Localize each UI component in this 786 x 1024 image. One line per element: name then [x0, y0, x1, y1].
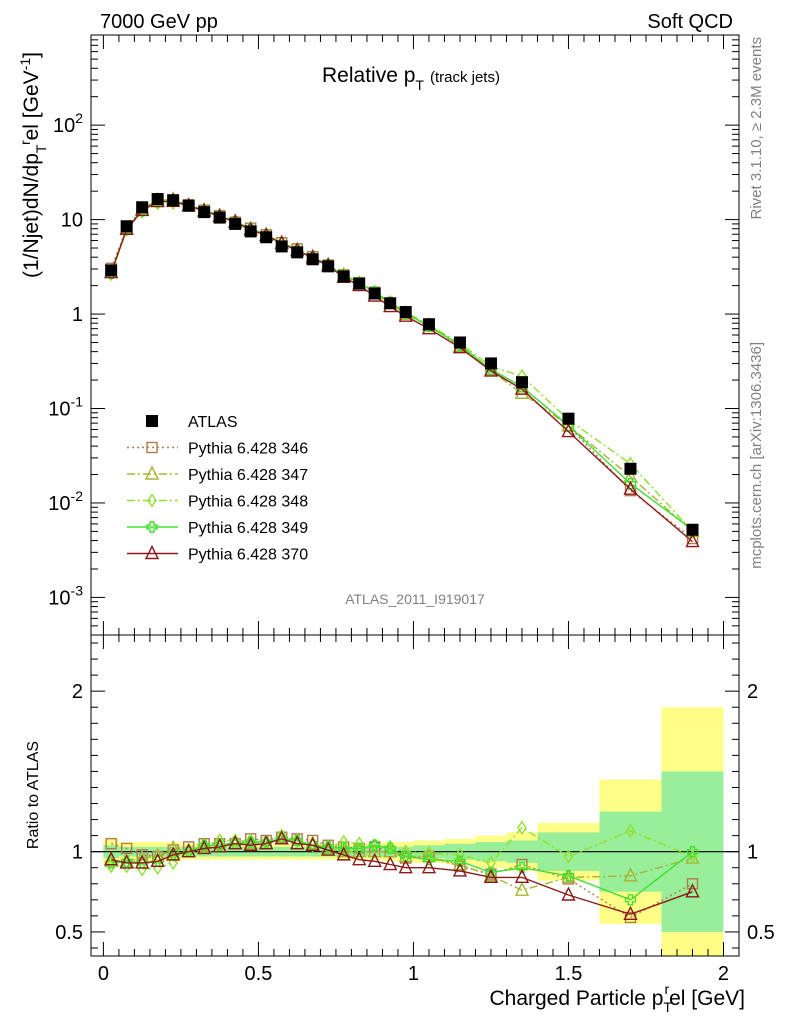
main-panel: 10-3 10-2 10-1 1 10 102 Relative pT (track jet…	[17, 35, 739, 635]
ratio-y-tick-label: 0.5	[55, 922, 83, 944]
y-tick-label: 102	[53, 110, 83, 137]
legend-item: Pythia 6.428 348	[127, 494, 308, 511]
legend-label: Pythia 6.428 348	[188, 494, 308, 511]
header-right: Soft QCD	[647, 11, 733, 33]
data-point	[136, 201, 148, 213]
legend: ATLAS Pythia 6.428 346 Pythia 6.428 347 Pyt…	[127, 414, 308, 564]
data-point	[198, 206, 210, 218]
data-point	[121, 220, 133, 232]
data-point	[105, 264, 117, 276]
main-title-sub: T	[415, 77, 424, 93]
data-point	[307, 253, 319, 265]
legend-label: Pythia 6.428 349	[188, 520, 308, 537]
y-tick-label: 1	[72, 304, 83, 326]
data-point	[624, 463, 636, 475]
legend-item: Pythia 6.428 349	[127, 520, 308, 537]
data-point	[353, 278, 365, 290]
legend-marker	[146, 415, 158, 427]
series-2	[105, 193, 698, 537]
series-1	[106, 195, 697, 544]
chart-figure: 7000 GeV pp Soft QCD Rivet 3.1.10, ≥ 2.3…	[0, 0, 786, 1024]
data-point	[686, 524, 698, 536]
side-text-bottom: mcplots.cern.ch [arXiv:1306.3436]	[748, 342, 765, 569]
data-point	[454, 336, 466, 348]
ratio-y-tick-label: 2	[72, 681, 83, 703]
data-point	[167, 194, 179, 206]
data-point	[322, 260, 334, 272]
data-point	[183, 200, 195, 212]
series-line	[111, 201, 692, 541]
x-tick-label: 2	[718, 963, 729, 985]
x-tick-label: 0	[98, 963, 109, 985]
data-point	[229, 218, 241, 230]
legend-item: Pythia 6.428 346	[127, 441, 308, 458]
legend-label: ATLAS	[188, 414, 238, 431]
ratio-xlabel: Charged Particle pTrel [GeV]	[489, 981, 745, 1015]
legend-item: ATLAS	[146, 414, 238, 431]
main-ylabel: (1/Njet)dN/dpTrel [GeV-1]	[17, 52, 49, 278]
x-tick-label: 1	[408, 963, 419, 985]
ratio-y-tick-label-right: 1	[747, 842, 758, 864]
ratio-ylabel: Ratio to ATLAS	[25, 741, 42, 849]
ratio-y-tick-label-right: 2	[747, 681, 758, 703]
header-left: 7000 GeV pp	[100, 11, 218, 33]
legend-label: Pythia 6.428 346	[188, 441, 308, 458]
data-point	[369, 288, 381, 300]
ratio-y-tick-label-right: 0.5	[747, 922, 775, 944]
main-title-text: Relative p	[322, 64, 415, 87]
x-tick-label: 1.5	[555, 963, 583, 985]
series-line	[111, 200, 692, 539]
y-tick-label: 10-1	[48, 394, 83, 421]
series-3	[107, 197, 696, 537]
data-point	[291, 246, 303, 258]
legend-marker	[146, 547, 158, 559]
data-point	[245, 225, 257, 237]
ratio-y-tick-label: 1	[72, 842, 83, 864]
data-point	[338, 270, 350, 282]
series-atlas	[105, 193, 698, 536]
data-point	[516, 376, 528, 388]
watermark: ATLAS_2011_I919017	[345, 591, 485, 607]
main-title-note: (track jets)	[430, 69, 500, 86]
series-4	[106, 196, 697, 534]
data-point	[485, 357, 497, 369]
data-point	[384, 297, 396, 309]
data-point	[276, 240, 288, 252]
y-tick-label: 10-2	[48, 488, 83, 515]
data-point	[423, 318, 435, 330]
main-frame	[91, 35, 739, 635]
legend-marker	[146, 467, 158, 479]
y-tick-label: 10	[61, 210, 83, 232]
ratio-xlabel-tail: el [GeV]	[669, 987, 745, 1010]
data-point	[152, 193, 164, 205]
y-tick-label: 10-3	[48, 582, 83, 609]
legend-item: Pythia 6.428 347	[127, 467, 308, 484]
data-point	[214, 212, 226, 224]
x-tick-label: 0.5	[245, 963, 273, 985]
data-point	[260, 231, 272, 243]
side-text-top: Rivet 3.1.10, ≥ 2.3M events	[748, 37, 765, 220]
main-title: Relative pT (track jets)	[322, 64, 500, 93]
legend-label: Pythia 6.428 370	[188, 547, 308, 564]
legend-item: Pythia 6.428 370	[127, 547, 308, 564]
ratio-panel: 0.5 0.5 1 1 2 2 0 0.5 1 1.5 2 Ratio to ATLAS Charg…	[25, 635, 775, 1015]
data-point	[562, 413, 574, 425]
legend-label: Pythia 6.428 347	[188, 467, 308, 484]
ratio-xlabel-main: Charged Particle p	[489, 987, 663, 1010]
data-point	[400, 306, 412, 318]
